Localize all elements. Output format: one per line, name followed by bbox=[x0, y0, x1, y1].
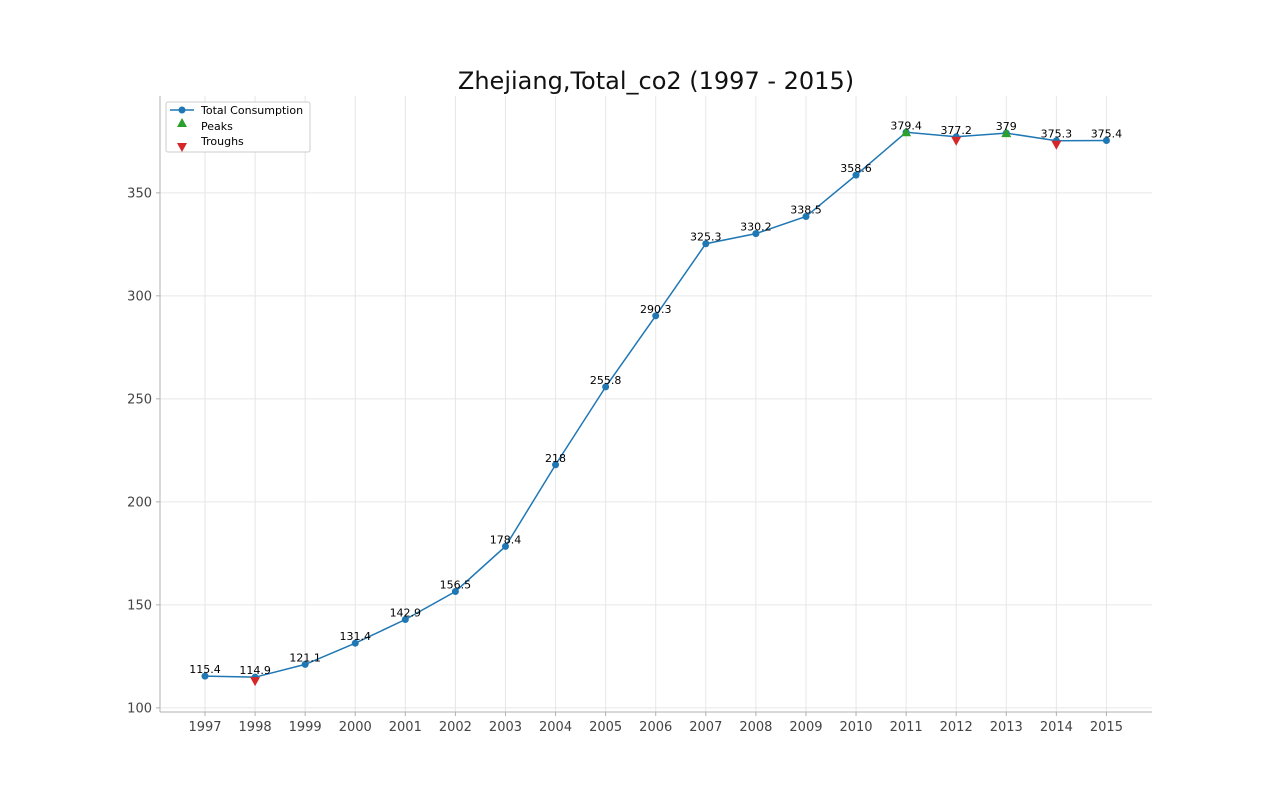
data-point bbox=[752, 230, 760, 238]
x-tick-label: 1999 bbox=[289, 720, 322, 735]
trough-marker bbox=[250, 677, 261, 687]
data-point bbox=[401, 615, 409, 623]
legend: Total Consumption Peaks Troughs bbox=[165, 101, 311, 153]
x-tick-label: 2012 bbox=[940, 720, 973, 735]
y-tick-label: 100 bbox=[127, 701, 152, 716]
trough-marker bbox=[951, 136, 962, 146]
legend-label-troughs: Troughs bbox=[200, 135, 244, 148]
x-tick-label: 2009 bbox=[789, 720, 822, 735]
y-tick-label: 250 bbox=[127, 392, 152, 407]
x-tick-label: 2007 bbox=[689, 720, 722, 735]
data-point bbox=[1102, 137, 1110, 145]
x-tick-label: 2010 bbox=[839, 720, 872, 735]
legend-label-total-consumption: Total Consumption bbox=[200, 104, 303, 117]
data-point bbox=[852, 171, 860, 179]
peak-marker bbox=[901, 127, 912, 137]
data-label: 255.8 bbox=[590, 374, 622, 387]
chart-title: Zhejiang,Total_co2 (1997 - 2015) bbox=[458, 67, 854, 95]
data-point bbox=[201, 672, 209, 680]
data-point bbox=[702, 240, 710, 248]
x-tick-label: 2014 bbox=[1040, 720, 1073, 735]
data-point bbox=[602, 383, 610, 391]
x-tick-label: 2006 bbox=[639, 720, 672, 735]
x-tick-label: 2005 bbox=[589, 720, 622, 735]
y-tick-label: 150 bbox=[127, 598, 152, 613]
trough-marker bbox=[1051, 140, 1062, 150]
data-label: 338.5 bbox=[790, 204, 822, 217]
grid-lines bbox=[160, 96, 1152, 712]
data-point bbox=[301, 660, 309, 668]
data-label: 377.2 bbox=[940, 124, 972, 137]
data-label: 325.3 bbox=[690, 231, 722, 244]
triangle-up-icon bbox=[177, 118, 187, 127]
data-label: 290.3 bbox=[640, 303, 672, 316]
data-label: 178.4 bbox=[490, 533, 522, 546]
data-label: 131.4 bbox=[339, 630, 371, 643]
y-tick-label: 350 bbox=[127, 186, 152, 201]
data-label: 218 bbox=[545, 452, 566, 465]
data-label: 156.5 bbox=[440, 578, 472, 591]
peak-marker bbox=[1001, 128, 1012, 138]
data-label: 379 bbox=[996, 120, 1017, 133]
data-label: 375.4 bbox=[1091, 128, 1123, 141]
x-tick-label: 2002 bbox=[439, 720, 472, 735]
data-label: 379.4 bbox=[890, 119, 922, 132]
data-label: 121.1 bbox=[289, 651, 321, 664]
y-tick-label: 200 bbox=[127, 495, 152, 510]
x-tick-label: 2013 bbox=[990, 720, 1023, 735]
legend-label-peaks: Peaks bbox=[201, 120, 233, 133]
x-tick-label: 1997 bbox=[188, 720, 221, 735]
data-point bbox=[552, 461, 560, 469]
data-point bbox=[652, 312, 660, 320]
legend-box bbox=[165, 101, 311, 153]
data-point bbox=[501, 542, 509, 550]
x-tick-label: 2008 bbox=[739, 720, 772, 735]
data-point bbox=[451, 587, 459, 595]
data-label: 142.9 bbox=[390, 606, 422, 619]
data-label: 330.2 bbox=[740, 221, 772, 234]
x-tick-label: 2001 bbox=[389, 720, 422, 735]
data-point bbox=[802, 213, 810, 221]
data-label: 358.6 bbox=[840, 162, 872, 175]
x-tick-label: 2000 bbox=[339, 720, 372, 735]
data-labels: 115.4 114.9 121.1 131.4 142.9 156.5 178.4 218 25… bbox=[189, 119, 1122, 677]
trough-markers bbox=[250, 136, 1062, 687]
y-tick-labels: 100 150 200 250 300 350 bbox=[127, 186, 160, 716]
data-label: 375.3 bbox=[1041, 128, 1073, 141]
x-tick-label: 2004 bbox=[539, 720, 572, 735]
x-tick-label: 2015 bbox=[1090, 720, 1123, 735]
data-point bbox=[351, 639, 359, 647]
triangle-down-icon bbox=[177, 143, 187, 152]
peak-markers bbox=[901, 127, 1012, 138]
x-tick-label: 2011 bbox=[890, 720, 923, 735]
x-tick-labels: 1997 1998 1999 2000 2001 2002 2003 2004 2005 2006… bbox=[188, 712, 1123, 735]
data-label: 114.9 bbox=[239, 664, 271, 677]
x-tick-label: 1998 bbox=[239, 720, 272, 735]
legend-marker-icon bbox=[178, 106, 186, 114]
data-label: 115.4 bbox=[189, 663, 221, 676]
x-tick-label: 2003 bbox=[489, 720, 522, 735]
y-tick-label: 300 bbox=[127, 289, 152, 304]
